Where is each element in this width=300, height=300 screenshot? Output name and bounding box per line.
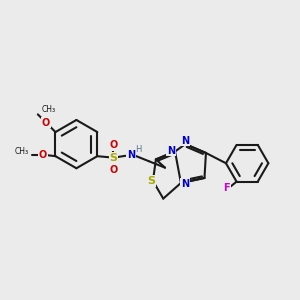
Text: S: S: [110, 153, 118, 163]
Text: N: N: [181, 136, 189, 146]
Text: O: O: [110, 165, 118, 175]
Text: O: O: [39, 150, 47, 160]
Text: S: S: [148, 176, 155, 186]
Text: F: F: [223, 183, 230, 194]
Text: O: O: [110, 140, 118, 150]
Text: H: H: [135, 145, 141, 154]
Text: N: N: [127, 150, 135, 160]
Text: N: N: [167, 146, 175, 156]
Text: CH₃: CH₃: [14, 147, 28, 156]
Text: CH₃: CH₃: [41, 106, 56, 115]
Text: N: N: [181, 179, 189, 189]
Text: O: O: [42, 118, 50, 128]
